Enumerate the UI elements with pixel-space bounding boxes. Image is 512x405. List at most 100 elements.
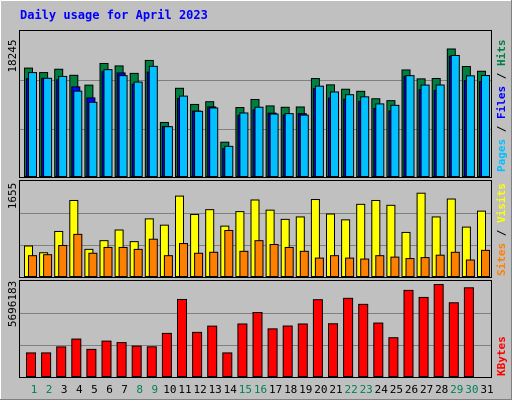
bar-pages-body <box>148 65 158 177</box>
bar-pages-body <box>88 101 98 177</box>
bar-pages-body <box>239 112 249 177</box>
bar-kbytes-body <box>252 312 263 377</box>
bar-kbytes-body <box>71 338 82 377</box>
bar-sites <box>28 255 37 277</box>
bar-sites <box>133 248 143 278</box>
bar-pages-body <box>254 106 264 177</box>
bar-sites-body <box>450 251 460 277</box>
bar-pages <box>299 114 309 177</box>
bar-pages-body <box>390 104 400 177</box>
bar-sites <box>435 254 445 277</box>
x-tick-label: 9 <box>151 383 158 396</box>
bar-kbytes-body <box>237 323 248 378</box>
bar-sites <box>43 254 53 277</box>
bar-kbytes <box>177 298 187 378</box>
x-tick-label: 28 <box>435 383 448 396</box>
bar-kbytes <box>312 299 323 377</box>
bar-sites-body <box>360 258 370 277</box>
bar-sites <box>88 252 98 277</box>
bar-sites <box>224 230 234 277</box>
bar-pages <box>375 103 385 177</box>
bar-kbytes <box>343 297 354 377</box>
bar-pages <box>330 91 339 177</box>
x-tick-label: 8 <box>136 383 143 396</box>
x-tick-label: 19 <box>299 383 312 396</box>
bar-pages-body <box>73 90 83 177</box>
bar-kbytes <box>403 289 414 378</box>
bar-sites <box>390 256 400 278</box>
bar-sites-body <box>330 255 339 277</box>
bar-kbytes <box>358 303 369 377</box>
bar-pages-body <box>118 75 128 177</box>
legend-pages: Pages <box>495 139 508 172</box>
x-tick-label: 13 <box>209 383 222 396</box>
bar-kbytes-body <box>343 297 354 377</box>
bar-sites <box>481 249 490 277</box>
bar-sites <box>420 257 430 277</box>
legend-visits: Sites / Visits <box>495 183 508 276</box>
x-tick-label: 11 <box>178 383 191 396</box>
bar-pages <box>465 75 475 177</box>
bar-kbytes-body <box>267 328 278 377</box>
x-tick-label: 21 <box>329 383 342 396</box>
bar-pages-body <box>28 72 37 177</box>
bar-pages <box>239 112 249 177</box>
bar-kbytes-body <box>86 348 97 377</box>
bar-sites-body <box>465 259 475 277</box>
bars-kbytes <box>26 284 474 378</box>
bar-sites <box>375 255 385 277</box>
bar-sites <box>330 255 339 277</box>
x-tick-label: 24 <box>375 383 389 396</box>
x-tick-label: 3 <box>61 383 68 396</box>
bar-kbytes-body <box>358 303 369 377</box>
bar-kbytes-body <box>373 322 384 378</box>
bar-kbytes <box>433 284 444 377</box>
bar-sites-body <box>405 258 415 277</box>
bar-sites-body <box>58 245 68 278</box>
bar-pages <box>314 85 324 177</box>
bar-kbytes <box>282 325 293 377</box>
bar-pages <box>103 69 113 177</box>
bar-sites <box>148 238 158 277</box>
x-axis-labels: 1 2 3 4 5 6 7 8 9 10 11 12 13 14 15 16 17 18 19 20 21 22 23 24 2… <box>31 383 494 396</box>
bar-pages <box>345 94 355 177</box>
legend-kbytes-label: KBytes <box>495 336 508 376</box>
bar-pages <box>435 84 445 177</box>
bar-kbytes <box>86 348 97 377</box>
ytick-label-hits: 18245 <box>6 39 19 72</box>
bar-sites-body <box>390 256 400 278</box>
bar-sites-body <box>194 252 204 277</box>
bar-pages <box>481 75 490 177</box>
bar-sites <box>345 257 355 278</box>
bar-kbytes <box>56 346 67 378</box>
x-tick-label: 4 <box>76 383 83 396</box>
bar-pages-body <box>224 145 234 177</box>
bar-sites <box>163 255 173 277</box>
legend-text-hits-panel: Pages / Files / Hits <box>495 40 508 173</box>
bar-pages-body <box>284 113 294 177</box>
bar-pages-body <box>450 54 460 177</box>
bar-pages-body <box>420 84 430 177</box>
bar-sites-body <box>299 250 309 278</box>
bar-kbytes <box>41 352 52 378</box>
bar-sites <box>405 258 415 277</box>
bar-kbytes-body <box>177 298 187 378</box>
bar-pages <box>450 54 460 177</box>
bar-pages-body <box>360 96 370 177</box>
bar-kbytes-body <box>282 325 293 377</box>
bar-pages-body <box>375 103 385 177</box>
bar-pages <box>58 75 68 177</box>
bar-sites-body <box>314 257 324 278</box>
bar-pages-body <box>314 85 324 177</box>
bar-kbytes <box>448 302 459 378</box>
bar-pages <box>209 107 219 177</box>
bar-kbytes-body <box>222 352 233 378</box>
bar-kbytes-body <box>192 331 203 377</box>
bar-pages-body <box>179 95 188 177</box>
bar-pages <box>163 126 173 178</box>
bar-pages <box>73 90 83 177</box>
bar-sites-body <box>133 248 143 278</box>
bar-pages-body <box>299 114 309 177</box>
